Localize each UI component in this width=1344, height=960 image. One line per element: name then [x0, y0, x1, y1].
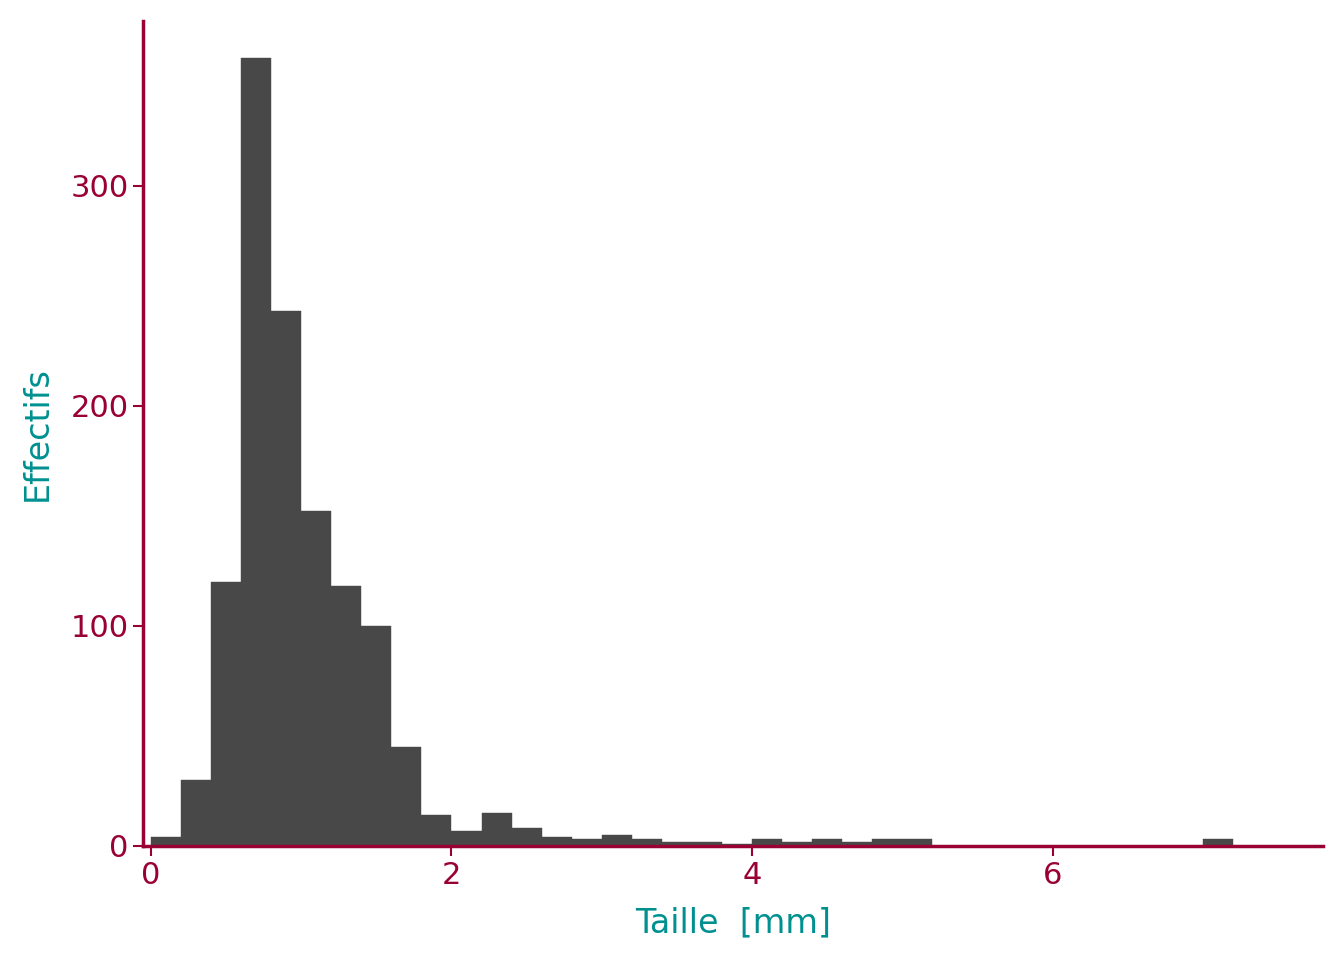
- Bar: [571, 839, 602, 846]
- Bar: [632, 839, 661, 846]
- Bar: [872, 839, 902, 846]
- Bar: [902, 839, 933, 846]
- Bar: [542, 837, 571, 846]
- Bar: [512, 828, 542, 846]
- Y-axis label: Effectifs: Effectifs: [22, 366, 54, 501]
- Bar: [391, 747, 422, 846]
- Bar: [271, 311, 301, 846]
- Bar: [602, 835, 632, 846]
- Bar: [722, 844, 753, 846]
- Bar: [1203, 839, 1232, 846]
- Bar: [362, 626, 391, 846]
- Bar: [481, 813, 512, 846]
- Bar: [661, 842, 692, 846]
- Bar: [782, 842, 812, 846]
- Bar: [753, 839, 782, 846]
- Bar: [181, 780, 211, 846]
- Bar: [151, 837, 181, 846]
- Bar: [422, 815, 452, 846]
- Bar: [812, 839, 843, 846]
- Bar: [241, 59, 271, 846]
- Bar: [331, 587, 362, 846]
- Bar: [211, 582, 241, 846]
- Bar: [692, 842, 722, 846]
- Bar: [452, 830, 481, 846]
- Bar: [843, 842, 872, 846]
- Bar: [301, 512, 331, 846]
- X-axis label: Taille  [mm]: Taille [mm]: [636, 906, 831, 939]
